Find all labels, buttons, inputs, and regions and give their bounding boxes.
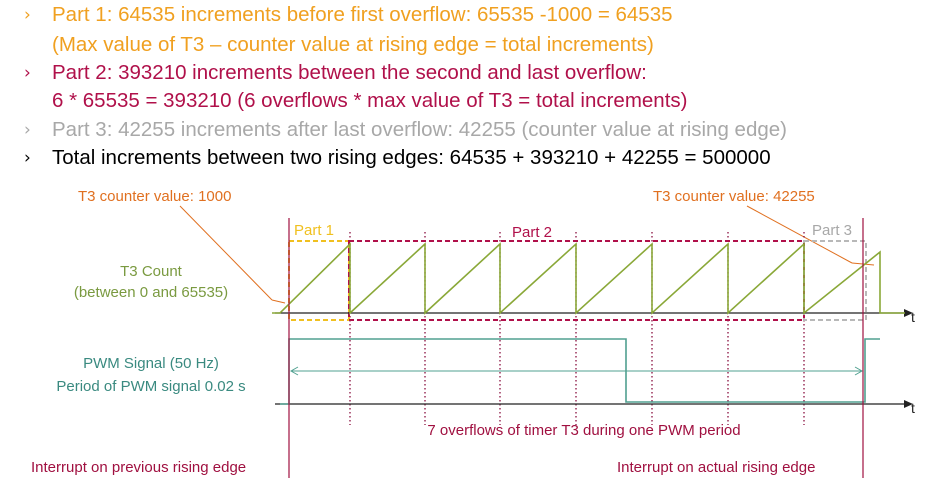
pointer-line-right bbox=[746, 205, 853, 264]
t3-count-label: T3 Count bbox=[120, 263, 183, 280]
t3-count-sawtooth bbox=[272, 242, 905, 315]
bullet-marker: › bbox=[24, 63, 31, 83]
counter-value-right-label: T3 counter value: 42255 bbox=[653, 188, 815, 205]
interrupt-actual-label: Interrupt on actual rising edge bbox=[617, 459, 815, 476]
pwm-period-arrowhead-right bbox=[854, 366, 864, 376]
overflow-markers bbox=[349, 232, 805, 425]
pwm-signal-label: PWM Signal (50 Hz) bbox=[83, 355, 219, 372]
bullet-text: (Max value of T3 – counter value at risi… bbox=[52, 33, 654, 56]
pwm-axis-t-label: t bbox=[911, 400, 915, 416]
bullet-marker: › bbox=[24, 5, 31, 25]
part3-box bbox=[803, 240, 867, 321]
t3-axis-t-label: t bbox=[911, 309, 915, 325]
overflows-caption: 7 overflows of timer T3 during one PWM p… bbox=[427, 422, 740, 439]
counter-value-left-label: T3 counter value: 1000 bbox=[78, 188, 231, 205]
part1-label: Part 1 bbox=[294, 222, 334, 239]
part2-box bbox=[348, 240, 805, 321]
interrupt-previous-label: Interrupt on previous rising edge bbox=[31, 459, 246, 476]
pointer-line-left-tail bbox=[271, 299, 286, 304]
bullet-text: Part 3: 42255 increments after last over… bbox=[52, 118, 787, 141]
pwm-axis-arrowhead bbox=[904, 400, 913, 408]
bullet-text: Part 1: 64535 increments before first ov… bbox=[52, 3, 673, 26]
bullet-text: Part 2: 393210 increments between the se… bbox=[52, 61, 647, 84]
part3-label: Part 3 bbox=[812, 222, 852, 239]
t3-range-label: (between 0 and 65535) bbox=[74, 284, 228, 301]
pointer-line-left bbox=[179, 205, 273, 301]
bullet-text: 6 * 65535 = 393210 (6 overflows * max va… bbox=[52, 89, 688, 112]
pwm-period-arrowhead-left bbox=[289, 366, 299, 376]
t3-axis-arrowhead bbox=[904, 309, 913, 317]
bullet-marker: › bbox=[24, 120, 31, 140]
bullet-marker: › bbox=[24, 148, 31, 168]
part2-label: Part 2 bbox=[512, 224, 552, 241]
pwm-period-label: Period of PWM signal 0.02 s bbox=[56, 378, 245, 395]
bullet-text: Total increments between two rising edge… bbox=[52, 146, 771, 169]
